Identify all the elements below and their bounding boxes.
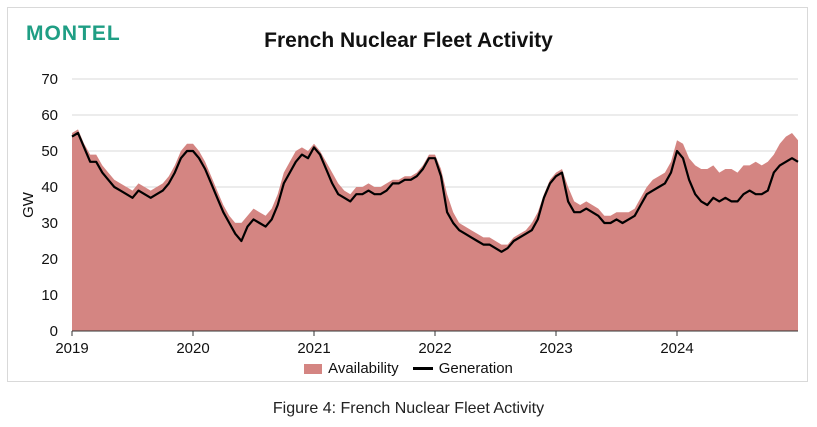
y-tick-label-10: 10 <box>41 287 58 304</box>
figure-caption: Figure 4: French Nuclear Fleet Activity <box>272 400 545 417</box>
y-tick-label-0: 0 <box>50 323 58 340</box>
x-tick-label-2019: 2019 <box>55 340 88 357</box>
y-tick-label-60: 60 <box>41 107 58 124</box>
legend-item-generation: Generation <box>412 360 513 377</box>
y-axis-title: GW <box>20 191 37 218</box>
x-tick-label-2020: 2020 <box>176 340 209 357</box>
x-tick-label-2022: 2022 <box>418 340 451 357</box>
x-tick-label-2024: 2024 <box>660 340 693 357</box>
y-tick-label-70: 70 <box>41 71 58 88</box>
y-tick-label-40: 40 <box>41 179 58 196</box>
y-tick-label-50: 50 <box>41 143 58 160</box>
montel-logo: MONTEL <box>26 22 121 45</box>
legend-label-generation: Generation <box>438 360 513 377</box>
generation-line <box>71 131 799 253</box>
legend-label-availability: Availability <box>328 360 399 377</box>
availability-area <box>72 129 798 331</box>
y-tick-label-30: 30 <box>41 215 58 232</box>
chart-title: French Nuclear Fleet Activity <box>264 29 553 52</box>
x-tick-label-2023: 2023 <box>539 340 572 357</box>
availability-swatch <box>304 363 323 374</box>
x-tick-label-2021: 2021 <box>297 340 330 357</box>
legend-item-availability: Availability <box>304 360 399 377</box>
chart-plot: 0 10 20 30 40 50 60 70 2019 2020 2021 2022 2023 2024 G… <box>20 71 799 357</box>
generation-swatch <box>412 367 433 370</box>
chart-legend: Availability Generation <box>0 360 817 377</box>
y-tick-label-20: 20 <box>41 251 58 268</box>
